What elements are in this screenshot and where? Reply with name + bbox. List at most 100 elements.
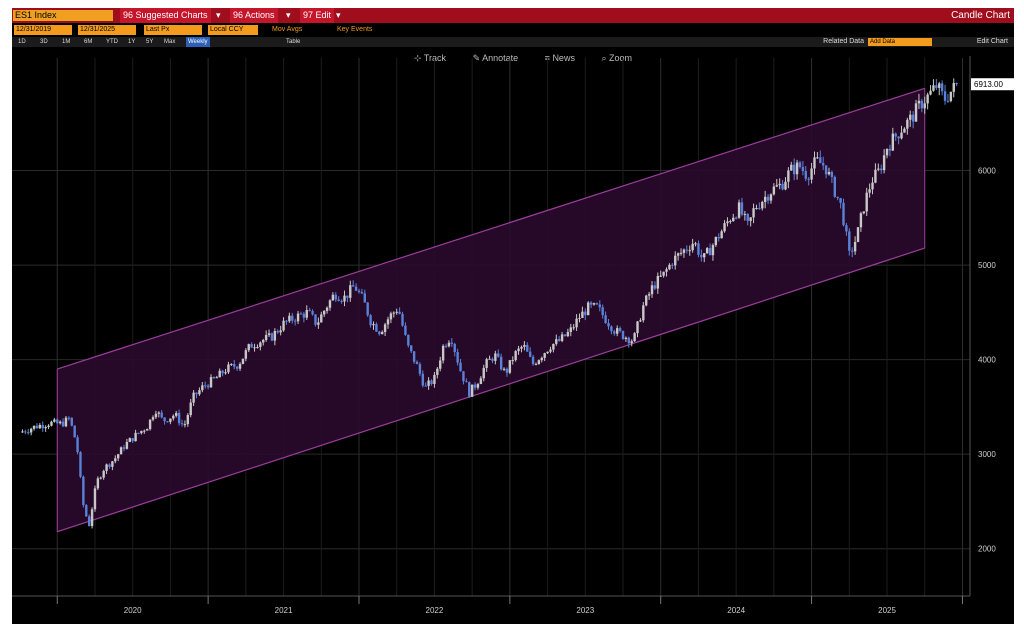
candle-body	[842, 202, 845, 226]
candle-body	[499, 356, 503, 370]
candle-body	[874, 169, 877, 183]
candle-body	[659, 275, 662, 277]
candle-body	[601, 307, 604, 316]
candle-body	[897, 136, 900, 139]
candle-body	[816, 157, 819, 159]
candle-body	[140, 430, 143, 434]
candle-body	[279, 330, 282, 333]
candle-body	[508, 360, 512, 373]
range-toolbar: 1D 3D 1M 6M YTD 1Y 5Y Max Weekly Table R…	[12, 37, 1014, 47]
candle-body	[795, 162, 799, 175]
edit-chart-button[interactable]: Edit Chart	[976, 38, 1008, 45]
candle-body	[749, 217, 752, 221]
track-label: Track	[423, 53, 447, 63]
candle-body	[679, 252, 683, 254]
table-button[interactable]: Table	[286, 39, 301, 45]
candle-body	[433, 374, 436, 384]
candle-body	[456, 352, 459, 363]
price-field-select[interactable]: Last Px	[144, 25, 202, 35]
candle-body	[360, 292, 364, 294]
candle-body	[943, 91, 947, 101]
key-events-button[interactable]: Key Events	[337, 26, 373, 33]
range-1m[interactable]: 1M	[62, 39, 71, 45]
candle-body	[270, 333, 274, 341]
range-ytd[interactable]: YTD	[106, 39, 118, 45]
candle-body	[76, 437, 79, 453]
candle-body	[137, 432, 140, 434]
candle-body	[38, 424, 42, 429]
period-select[interactable]: Weekly	[186, 37, 210, 47]
start-date-field[interactable]: 12/31/2019	[14, 25, 72, 35]
candle-body	[737, 202, 741, 218]
candle-body	[758, 208, 761, 210]
candle-body	[639, 320, 642, 322]
candle-body	[543, 353, 546, 358]
candle-body	[41, 424, 44, 429]
annotate-tool[interactable]: ✎ Annotate	[472, 53, 519, 63]
candle-body	[526, 344, 529, 352]
regression-channel	[57, 88, 925, 532]
candle-body	[859, 213, 863, 228]
y-tick-label: 4000	[978, 356, 996, 365]
candle-body	[505, 368, 509, 373]
zoom-label: Zoom	[609, 53, 633, 63]
candle-body	[560, 334, 564, 341]
candle-body	[302, 313, 306, 318]
candle-body	[618, 328, 622, 332]
candle-body	[610, 326, 613, 332]
candle-body	[264, 334, 268, 340]
range-1y[interactable]: 1Y	[128, 39, 136, 45]
candle-body	[383, 324, 387, 332]
add-related-field[interactable]: Add Data	[868, 38, 932, 46]
currency-select[interactable]: Local CCY	[208, 25, 258, 35]
suggested-charts-menu[interactable]: 96 Suggested Charts	[120, 8, 211, 23]
candle-body	[177, 412, 181, 424]
news-label: News	[552, 53, 575, 63]
actions-menu[interactable]: 96 Actions	[230, 8, 278, 23]
candle-body	[73, 425, 76, 438]
candle-body	[792, 164, 796, 175]
range-6m[interactable]: 6M	[84, 39, 93, 45]
candle-body	[700, 254, 703, 258]
candle-body	[291, 315, 294, 321]
track-tool[interactable]: ⊹ Track	[414, 53, 447, 63]
candle-body	[354, 286, 358, 291]
candle-body	[267, 333, 271, 335]
candle-body	[868, 189, 871, 193]
end-date-field[interactable]: 12/31/2025	[78, 25, 136, 35]
candle-body	[621, 331, 625, 340]
candle-body	[494, 353, 497, 361]
range-5y[interactable]: 5Y	[146, 39, 154, 45]
candle-body	[218, 370, 221, 378]
candle-body	[642, 305, 645, 321]
candle-body	[169, 418, 172, 422]
ticker-field[interactable]: ES1 Index	[13, 10, 113, 21]
candle-body	[650, 285, 654, 295]
price-chart[interactable]: 2000 3000 4000 5000 6000 2020 2021 2022 2023 2024…	[12, 8, 1014, 624]
candle-body	[845, 225, 848, 232]
candle-body	[491, 358, 494, 361]
range-1d[interactable]: 1D	[18, 39, 26, 45]
candle-body	[752, 208, 755, 218]
candle-body	[743, 213, 747, 215]
candle-body	[58, 421, 62, 424]
candle-body	[262, 339, 265, 343]
mov-avgs-button[interactable]: Mov Avgs	[272, 26, 303, 33]
range-max[interactable]: Max	[164, 39, 176, 45]
candle-body	[682, 249, 686, 253]
related-data-menu[interactable]: Related Data	[823, 38, 864, 45]
candle-body	[224, 372, 227, 374]
edit-menu[interactable]: 97 Edit	[300, 8, 335, 23]
candle-body	[325, 307, 329, 311]
y-tick-label: 5000	[978, 261, 996, 270]
range-3d[interactable]: 3D	[40, 39, 48, 45]
candle-body	[151, 417, 155, 420]
candle-body	[468, 382, 471, 397]
candle-body	[557, 339, 561, 341]
candle-body	[949, 91, 953, 102]
zoom-tool[interactable]: ⌕ Zoom	[601, 53, 633, 63]
candle-body	[201, 385, 204, 391]
candle-body	[482, 367, 485, 379]
candle-body	[230, 364, 233, 366]
candle-body	[685, 249, 689, 251]
